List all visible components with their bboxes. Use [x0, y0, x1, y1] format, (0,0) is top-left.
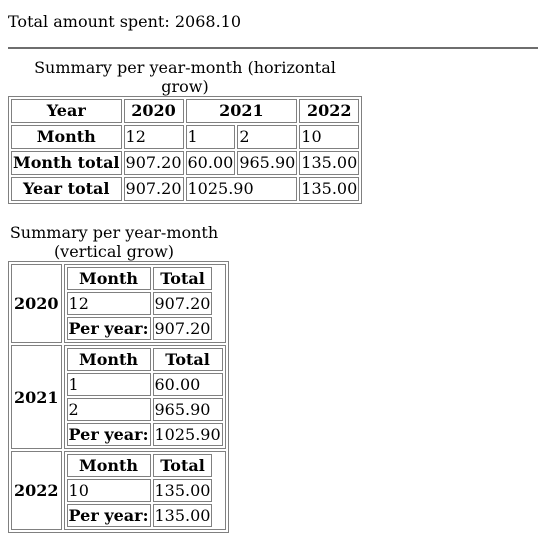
detail-header-row: Month Total [66, 454, 213, 477]
year-detail-table: Month Total 10 135.00 Per year: 135.00 [65, 452, 215, 529]
year-header-2020: 2020 [123, 99, 184, 123]
total-cell: 965.90 [152, 398, 223, 421]
year-row: Year 2020 2021 2022 [11, 99, 360, 123]
table-row: 12 907.20 [66, 292, 213, 315]
horizontal-rule [8, 47, 538, 49]
year-group-2021: 2021 Month Total 1 60.00 2 [11, 345, 226, 449]
total-cell: 907.20 [152, 292, 213, 315]
year-group-2020: 2020 Month Total 12 907.20 Per year: [11, 264, 226, 343]
year-detail-table: Month Total 12 907.20 Per year: 907.20 [65, 265, 215, 342]
year-total-row-label: Year total [11, 177, 122, 201]
total-cell: 135.00 [152, 479, 213, 502]
horizontal-summary-caption: Summary per year-month (horizontal grow) [34, 58, 336, 96]
month-total-row: Month total 907.20 60.00 965.90 135.00 [11, 151, 360, 175]
per-year-label: Per year: [66, 504, 151, 527]
detail-header-row: Month Total [66, 348, 223, 371]
month-total-cell: 60.00 [185, 151, 236, 175]
vertical-summary-caption: Summary per year-month (vertical grow) [9, 223, 219, 261]
per-year-label: Per year: [66, 423, 151, 446]
year-cell-2022: 2022 [11, 451, 62, 530]
month-total-cell: 135.00 [299, 151, 360, 175]
month-cell: 10 [66, 479, 151, 502]
month-cell: 1 [66, 373, 151, 396]
year-total-row: Year total 907.20 1025.90 135.00 [11, 177, 360, 201]
per-year-value: 907.20 [152, 317, 213, 340]
year-row-label: Year [11, 99, 122, 123]
year-header-2021: 2021 [185, 99, 298, 123]
total-cell: 60.00 [152, 373, 223, 396]
month-row-label: Month [11, 125, 122, 149]
month-cell: 2 [237, 125, 298, 149]
per-year-value: 135.00 [152, 504, 213, 527]
year-group-detail: Month Total 12 907.20 Per year: 907.20 [63, 264, 226, 343]
vertical-summary-table: 2020 Month Total 12 907.20 Per year: [8, 261, 229, 533]
year-detail-table: Month Total 1 60.00 2 965.90 Per year: [65, 346, 225, 448]
year-total-cell: 907.20 [123, 177, 184, 201]
col-total-header: Total [152, 454, 213, 477]
total-amount-line: Total amount spent: 2068.10 [8, 12, 241, 31]
total-amount-label: Total amount spent: [8, 12, 170, 31]
horizontal-summary-table: Year 2020 2021 2022 Month 12 1 2 10 Mont… [8, 96, 363, 204]
per-year-row: Per year: 907.20 [66, 317, 213, 340]
per-year-row: Per year: 1025.90 [66, 423, 223, 446]
year-total-cell: 135.00 [299, 177, 360, 201]
table-row: 10 135.00 [66, 479, 213, 502]
month-cell: 12 [66, 292, 151, 315]
month-cell: 2 [66, 398, 151, 421]
col-total-header: Total [152, 348, 223, 371]
month-cell: 10 [299, 125, 360, 149]
total-amount-value: 2068.10 [174, 12, 242, 31]
detail-header-row: Month Total [66, 267, 213, 290]
table-row: 1 60.00 [66, 373, 223, 396]
month-cell: 12 [123, 125, 184, 149]
year-group-2022: 2022 Month Total 10 135.00 Per year: [11, 451, 226, 530]
year-group-detail: Month Total 10 135.00 Per year: 135.00 [63, 451, 226, 530]
year-cell-2021: 2021 [11, 345, 62, 449]
col-month-header: Month [66, 267, 151, 290]
col-total-header: Total [152, 267, 213, 290]
month-total-row-label: Month total [11, 151, 122, 175]
month-total-cell: 907.20 [123, 151, 184, 175]
table-row: 2 965.90 [66, 398, 223, 421]
per-year-label: Per year: [66, 317, 151, 340]
col-month-header: Month [66, 454, 151, 477]
year-group-detail: Month Total 1 60.00 2 965.90 Per year: [63, 345, 226, 449]
per-year-value: 1025.90 [152, 423, 223, 446]
month-total-cell: 965.90 [237, 151, 298, 175]
per-year-row: Per year: 135.00 [66, 504, 213, 527]
month-cell: 1 [185, 125, 236, 149]
month-row: Month 12 1 2 10 [11, 125, 360, 149]
year-cell-2020: 2020 [11, 264, 62, 343]
col-month-header: Month [66, 348, 151, 371]
year-total-cell: 1025.90 [185, 177, 298, 201]
year-header-2022: 2022 [299, 99, 360, 123]
